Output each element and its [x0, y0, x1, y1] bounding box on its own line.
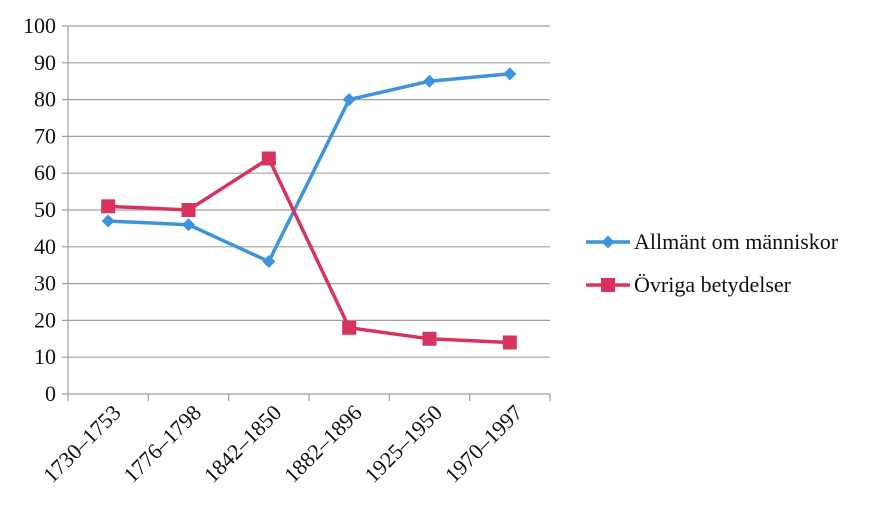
y-tick-label: 0: [45, 381, 56, 406]
y-tick-label: 50: [34, 197, 56, 222]
y-tick-label: 10: [34, 344, 56, 369]
x-tick-label: 1776–1798: [118, 400, 206, 488]
legend-marker-1: [601, 235, 615, 249]
data-point-series-1: [101, 214, 115, 228]
data-point-series-1: [342, 93, 356, 107]
data-point-series-2: [181, 203, 196, 217]
data-point-series-1: [503, 67, 517, 81]
y-tick-label: 90: [34, 50, 56, 75]
grid-layer: [68, 25, 550, 358]
y-tick-label: 100: [23, 13, 56, 38]
x-tick-label: 1730–1753: [38, 400, 126, 488]
y-tick-label: 40: [34, 234, 56, 259]
data-point-series-2: [101, 199, 116, 214]
y-tick-label: 70: [34, 123, 56, 148]
axis-layer: 0 10 20 30 40 50 60 70 80 90 100 1730–17531776–1798…: [23, 13, 551, 488]
legend-label-2: Övriga betydelser: [634, 272, 792, 297]
series-line-1: [106, 72, 512, 264]
data-point-series-1: [182, 218, 195, 232]
data-point-series-2: [261, 151, 276, 166]
data-point-series-2: [502, 335, 517, 350]
data-point-series-1: [423, 74, 436, 88]
legend-marker-2: [601, 278, 615, 292]
y-tick-label: 20: [34, 307, 56, 332]
legend: Allmänt om människor Övriga betydelser: [586, 229, 839, 297]
data-point-series-2: [422, 331, 437, 346]
y-tick-label: 80: [34, 87, 56, 112]
y-tick-label: 30: [34, 271, 56, 296]
y-tick-label: 60: [34, 160, 56, 185]
x-tick-label: 1882–1896: [279, 400, 367, 488]
x-tick-label: 1925–1950: [359, 400, 447, 488]
legend-label-1: Allmänt om människor: [634, 229, 839, 254]
x-tick-label: 1970–1997: [440, 400, 528, 488]
series-layer: [101, 67, 517, 350]
data-point-series-1: [262, 255, 276, 269]
series-line-2: [106, 156, 512, 345]
x-tick-label: 1842–1850: [199, 400, 287, 488]
data-point-series-2: [342, 320, 357, 335]
